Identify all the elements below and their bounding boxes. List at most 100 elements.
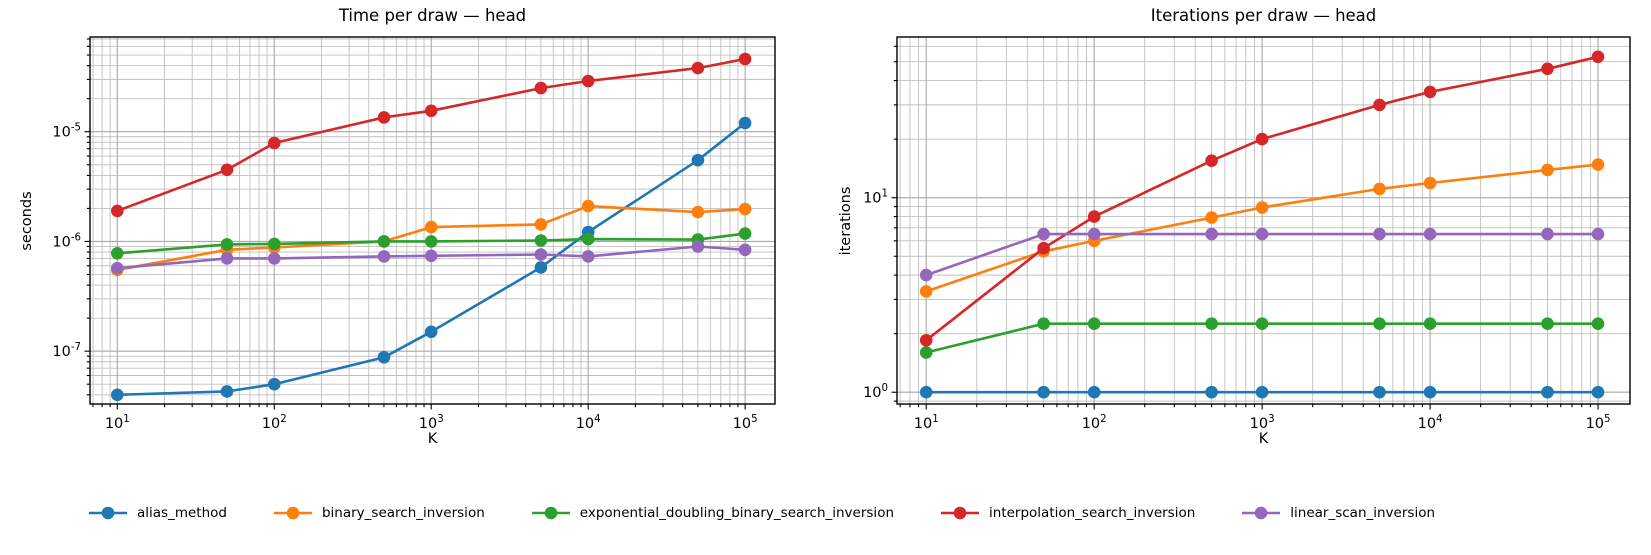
legend-item-alias_method: alias_method [88,505,227,521]
chart-title: Iterations per draw — head [1150,6,1377,25]
data-point [1087,227,1101,241]
y-tick-labels: 100 101 [863,189,888,402]
data-point [1373,385,1386,399]
data-point [424,220,438,234]
svg-text:104: 104 [576,414,601,432]
legend-item-interpolation_search_inversion: interpolation_search_inversion [940,505,1195,521]
data-point [1541,227,1554,241]
data-point [424,249,438,263]
data-point [377,111,391,124]
series-alias_method [919,385,1605,399]
y-axis-label: iterations [838,186,854,255]
data-point [1255,132,1269,146]
iterations-per-draw-plot-svg: 101 102 103 104 105 100 101 [863,36,1631,432]
data-point [1423,385,1437,399]
data-point [1037,227,1050,241]
data-point [919,268,933,282]
data-point [111,388,124,402]
svg-text:103: 103 [419,414,444,432]
legend-label: exponential_doubling_binary_search_inver… [579,505,895,521]
series-interpolation_search_inversion [111,52,752,218]
data-point [1087,385,1101,399]
svg-text:105: 105 [733,414,758,432]
data-point [1423,85,1437,99]
data-point [1423,317,1437,331]
chart-title: Time per draw — head [338,6,527,25]
time-per-draw-chart: Time per draw — head seconds K 101 102 103… [19,6,776,447]
data-point [424,235,438,248]
legend-marker-icon [941,506,980,520]
series-linear_scan_inversion [919,227,1605,282]
data-point [581,199,595,213]
svg-text:104: 104 [1418,414,1443,432]
legend-item-exponential_doubling_binary_search_inversion: exponential_doubling_binary_search_inver… [531,505,894,521]
time-per-draw-plot-svg: 101 102 103 104 105 10-7 10-6 10-5 [52,36,776,432]
data-point [1591,317,1605,331]
data-point [1423,176,1437,190]
legend-marker-icon [531,506,570,520]
series-linear_scan_inversion [111,240,752,275]
legend-label: binary_search_inversion [321,505,485,521]
legend-item-binary_search_inversion: binary_search_inversion [273,505,485,521]
data-point [1591,385,1605,399]
data-point [1541,317,1554,331]
major-grid [897,37,1630,404]
y-axis-label: seconds [19,190,35,251]
data-point [1205,211,1218,224]
plot-frame [89,36,776,405]
data-point [1423,227,1437,241]
data-point [738,202,752,216]
data-point [1205,227,1218,241]
data-point [1255,201,1269,214]
data-point [919,346,933,359]
data-point [738,243,752,257]
iterations-per-draw-chart: Iterations per draw — head iterations K … [838,6,1631,447]
data-point [268,136,281,150]
data-point [424,104,438,118]
svg-text:103: 103 [1250,414,1275,432]
svg-text:10-6: 10-6 [52,232,81,250]
legend-label: linear_scan_inversion [1290,505,1436,521]
data-point [1591,227,1605,241]
major-grid [90,37,775,404]
data-point [1591,158,1605,171]
data-point [1037,241,1050,255]
svg-text:102: 102 [1082,414,1107,432]
y-tick-labels: 10-7 10-6 10-5 [52,123,81,360]
data-point [1037,317,1050,331]
data-point [534,234,548,247]
data-point [1541,62,1554,76]
x-tick-labels: 101 102 103 104 105 [105,414,758,432]
data-point [534,81,548,95]
data-point [377,351,391,364]
data-point [268,377,281,391]
legend-marker-icon [1242,506,1281,520]
data-point [377,235,391,248]
data-point [919,385,933,399]
data-point [424,325,438,339]
data-point [1205,154,1218,167]
series-interpolation_search_inversion [919,50,1605,347]
series-exponential_doubling_binary_search_inversion [111,227,752,260]
legend-label: alias_method [137,505,227,521]
data-point [268,252,281,265]
data-point [1205,385,1218,399]
svg-text:105: 105 [1586,414,1611,432]
data-point [1373,227,1386,241]
data-point [534,218,548,231]
data-point [268,237,281,251]
data-point [111,261,124,275]
legend-item-linear_scan_inversion: linear_scan_inversion [1241,505,1435,521]
svg-text:100: 100 [863,383,888,401]
data-point [1591,50,1605,64]
data-point [691,153,705,167]
svg-text:101: 101 [914,414,939,432]
data-point [111,247,124,260]
data-point [691,205,705,219]
data-point [1037,385,1050,399]
data-point [738,227,752,240]
svg-text:10-5: 10-5 [52,123,81,141]
data-point [1373,317,1386,331]
data-point [220,252,234,265]
